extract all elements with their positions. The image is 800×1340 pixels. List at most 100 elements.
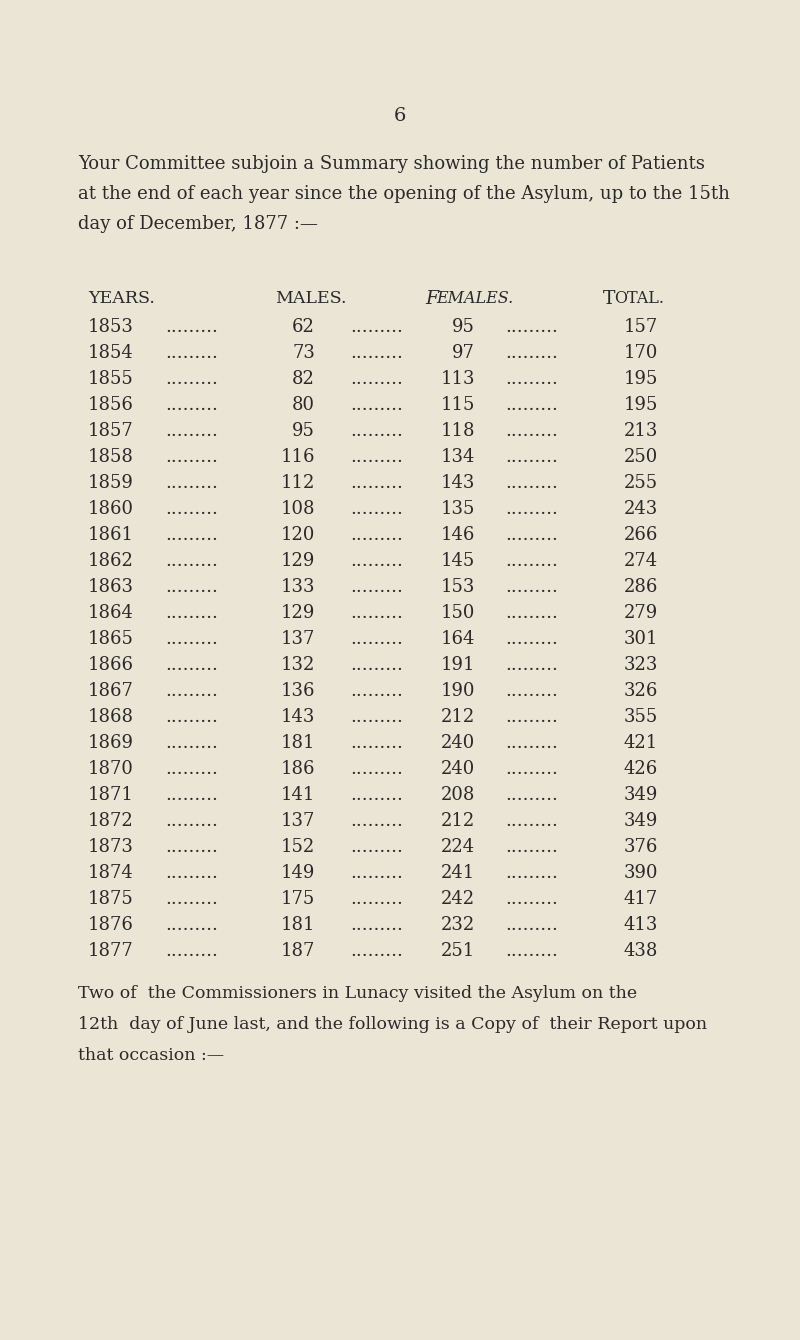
Text: 82: 82 (292, 370, 315, 389)
Text: .........: ......... (165, 682, 218, 699)
Text: 129: 129 (281, 552, 315, 570)
Text: .........: ......... (165, 500, 218, 519)
Text: .........: ......... (505, 917, 558, 934)
Text: .........: ......... (350, 630, 403, 649)
Text: that occasion :—: that occasion :— (78, 1047, 224, 1064)
Text: 1869: 1869 (88, 734, 134, 752)
Text: .........: ......... (165, 812, 218, 829)
Text: 1864: 1864 (88, 604, 134, 622)
Text: .........: ......... (505, 682, 558, 699)
Text: 164: 164 (441, 630, 475, 649)
Text: .........: ......... (505, 578, 558, 596)
Text: 137: 137 (281, 630, 315, 649)
Text: .........: ......... (505, 630, 558, 649)
Text: .........: ......... (165, 630, 218, 649)
Text: .........: ......... (350, 318, 403, 336)
Text: 240: 240 (441, 760, 475, 779)
Text: 134: 134 (441, 448, 475, 466)
Text: Two of  the Commissioners in Lunacy visited the Asylum on the: Two of the Commissioners in Lunacy visit… (78, 985, 637, 1002)
Text: .........: ......... (165, 657, 218, 674)
Text: .........: ......... (350, 552, 403, 570)
Text: 181: 181 (281, 734, 315, 752)
Text: .........: ......... (505, 422, 558, 440)
Text: .........: ......... (350, 787, 403, 804)
Text: 279: 279 (624, 604, 658, 622)
Text: .........: ......... (350, 760, 403, 779)
Text: .........: ......... (165, 527, 218, 544)
Text: 212: 212 (441, 812, 475, 829)
Text: .........: ......... (165, 397, 218, 414)
Text: .........: ......... (350, 838, 403, 856)
Text: 150: 150 (441, 604, 475, 622)
Text: .........: ......... (165, 422, 218, 440)
Text: 146: 146 (441, 527, 475, 544)
Text: .........: ......... (505, 604, 558, 622)
Text: .........: ......... (350, 397, 403, 414)
Text: 149: 149 (281, 864, 315, 882)
Text: .........: ......... (505, 734, 558, 752)
Text: 153: 153 (441, 578, 475, 596)
Text: .........: ......... (350, 917, 403, 934)
Text: 286: 286 (624, 578, 658, 596)
Text: .........: ......... (505, 760, 558, 779)
Text: 170: 170 (624, 344, 658, 362)
Text: 1858: 1858 (88, 448, 134, 466)
Text: .........: ......... (350, 890, 403, 909)
Text: 1871: 1871 (88, 787, 134, 804)
Text: 224: 224 (441, 838, 475, 856)
Text: 1861: 1861 (88, 527, 134, 544)
Text: 301: 301 (623, 630, 658, 649)
Text: .........: ......... (505, 370, 558, 389)
Text: 133: 133 (281, 578, 315, 596)
Text: 95: 95 (292, 422, 315, 440)
Text: F: F (425, 289, 438, 308)
Text: .........: ......... (350, 708, 403, 726)
Text: 438: 438 (624, 942, 658, 959)
Text: 115: 115 (441, 397, 475, 414)
Text: 120: 120 (281, 527, 315, 544)
Text: 186: 186 (281, 760, 315, 779)
Text: 1866: 1866 (88, 657, 134, 674)
Text: .........: ......... (165, 864, 218, 882)
Text: 108: 108 (281, 500, 315, 519)
Text: .........: ......... (165, 734, 218, 752)
Text: 112: 112 (281, 474, 315, 492)
Text: .........: ......... (350, 370, 403, 389)
Text: 376: 376 (624, 838, 658, 856)
Text: 266: 266 (624, 527, 658, 544)
Text: .........: ......... (505, 708, 558, 726)
Text: .........: ......... (505, 397, 558, 414)
Text: 157: 157 (624, 318, 658, 336)
Text: .........: ......... (350, 344, 403, 362)
Text: 1865: 1865 (88, 630, 134, 649)
Text: 97: 97 (452, 344, 475, 362)
Text: 136: 136 (281, 682, 315, 699)
Text: 62: 62 (292, 318, 315, 336)
Text: 191: 191 (441, 657, 475, 674)
Text: 6: 6 (394, 107, 406, 125)
Text: 251: 251 (441, 942, 475, 959)
Text: 1863: 1863 (88, 578, 134, 596)
Text: 1854: 1854 (88, 344, 134, 362)
Text: 187: 187 (281, 942, 315, 959)
Text: 152: 152 (281, 838, 315, 856)
Text: .........: ......... (165, 552, 218, 570)
Text: .........: ......... (350, 942, 403, 959)
Text: 1859: 1859 (88, 474, 134, 492)
Text: .........: ......... (505, 552, 558, 570)
Text: 73: 73 (292, 344, 315, 362)
Text: 242: 242 (441, 890, 475, 909)
Text: 250: 250 (624, 448, 658, 466)
Text: .........: ......... (350, 474, 403, 492)
Text: 116: 116 (281, 448, 315, 466)
Text: 143: 143 (281, 708, 315, 726)
Text: 1877: 1877 (88, 942, 134, 959)
Text: 243: 243 (624, 500, 658, 519)
Text: 137: 137 (281, 812, 315, 829)
Text: .........: ......... (350, 604, 403, 622)
Text: 212: 212 (441, 708, 475, 726)
Text: .........: ......... (350, 578, 403, 596)
Text: 1868: 1868 (88, 708, 134, 726)
Text: .........: ......... (165, 604, 218, 622)
Text: 1867: 1867 (88, 682, 134, 699)
